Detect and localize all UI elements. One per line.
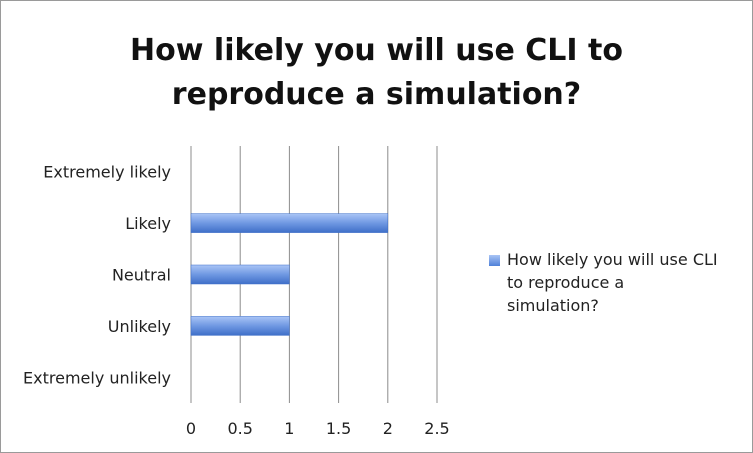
x-tick-label-0: 0	[186, 419, 196, 438]
legend-label: How likely you will use CLI to reproduce…	[507, 248, 737, 317]
y-category-label-4: Extremely unlikely	[23, 368, 171, 387]
chart-title: How likely you will use CLI to reproduce…	[1, 29, 752, 117]
bar-unlikely	[190, 316, 290, 336]
x-tick-label-4: 2	[383, 419, 393, 438]
y-category-label-1: Likely	[125, 214, 171, 233]
legend-label-line-3: simulation?	[507, 296, 599, 315]
chart-title-line-1: How likely you will use CLI to	[130, 33, 623, 68]
y-category-label-2: Neutral	[112, 266, 171, 285]
legend-swatch	[489, 255, 500, 266]
legend-label-line-2: to reproduce a	[507, 273, 625, 292]
x-tick-label-5: 2.5	[424, 419, 449, 438]
chart-title-line-2: reproduce a simulation?	[171, 77, 582, 112]
y-category-label-3: Unlikely	[108, 317, 171, 336]
x-tick-label-2: 1	[284, 419, 294, 438]
legend-label-line-1: How likely you will use CLI	[507, 250, 718, 269]
y-category-label-0: Extremely likely	[43, 163, 171, 182]
bar-likely	[190, 213, 389, 233]
x-tick-label-3: 1.5	[326, 419, 351, 438]
bar-neutral	[190, 264, 290, 285]
x-tick-label-1: 0.5	[227, 419, 252, 438]
